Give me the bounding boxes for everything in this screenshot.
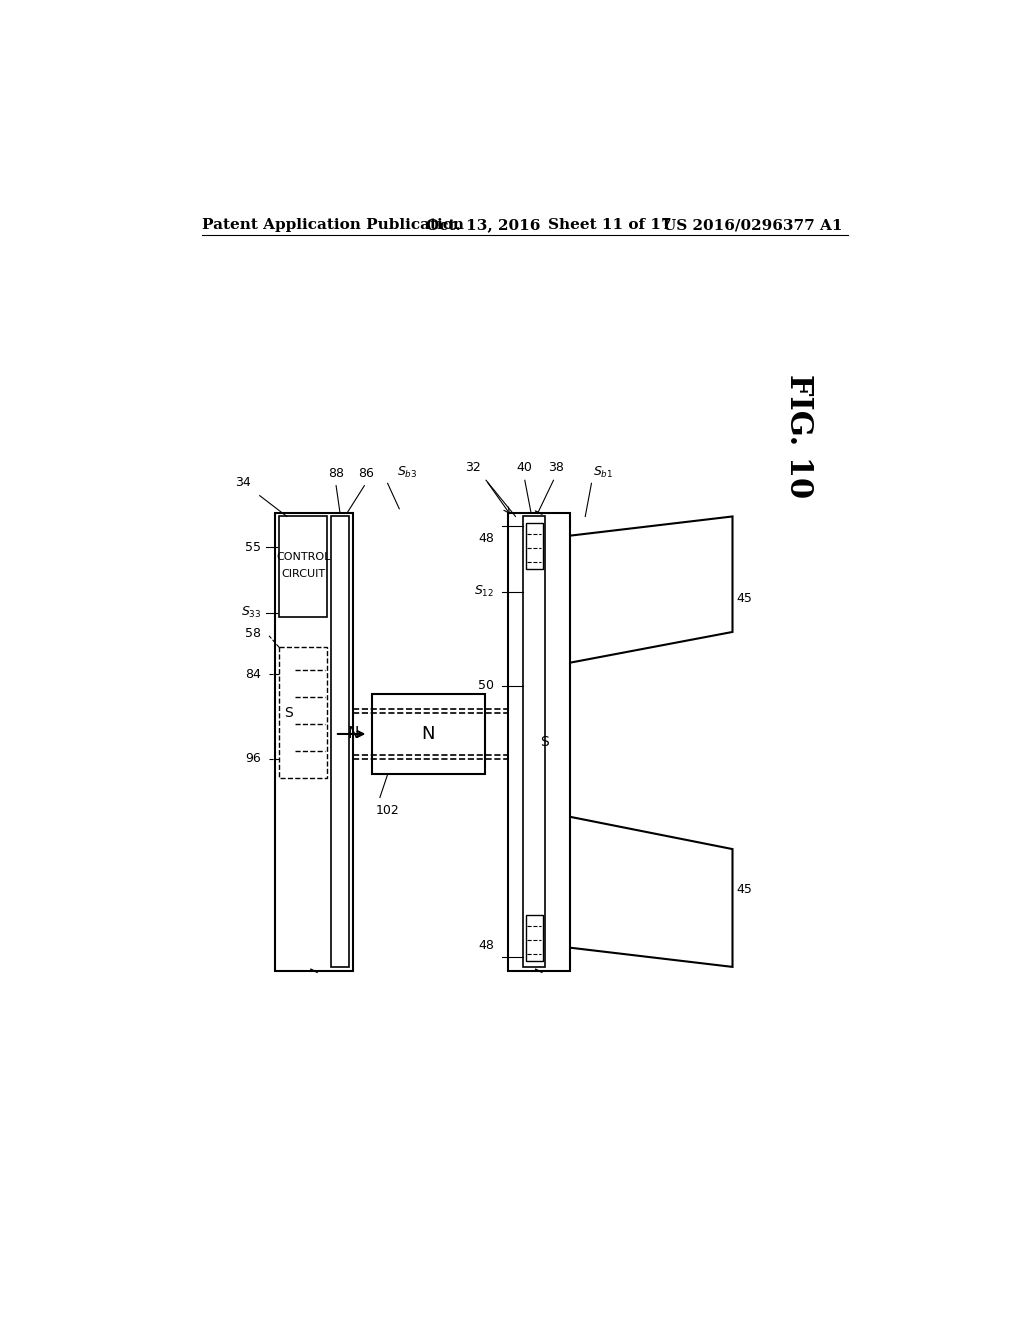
Text: 38: 38 [548, 461, 564, 474]
Bar [275, 512, 352, 970]
Text: $S_{12}$: $S_{12}$ [474, 585, 494, 599]
Text: Oct. 13, 2016: Oct. 13, 2016 [426, 218, 541, 232]
Bar [372, 693, 484, 775]
Bar [331, 516, 349, 966]
Polygon shape [569, 817, 732, 966]
Text: 32: 32 [465, 461, 480, 474]
Text: Sheet 11 of 17: Sheet 11 of 17 [548, 218, 672, 232]
Text: FIG. 10: FIG. 10 [783, 374, 814, 498]
Text: 102: 102 [376, 804, 399, 817]
Text: 84: 84 [246, 668, 261, 681]
Text: N: N [422, 725, 435, 743]
Text: S: S [284, 706, 293, 719]
Polygon shape [569, 516, 732, 663]
Text: 48: 48 [478, 532, 494, 545]
Text: N: N [347, 726, 358, 742]
Text: 45: 45 [736, 593, 753, 606]
Bar [525, 523, 543, 569]
Text: 55: 55 [246, 541, 261, 554]
Bar [523, 516, 545, 966]
Text: 40: 40 [517, 461, 532, 474]
Text: 50: 50 [478, 680, 494, 693]
Bar [280, 516, 328, 616]
Bar [525, 915, 543, 961]
Text: $S_{33}$: $S_{33}$ [241, 605, 261, 620]
Text: $S_{b1}$: $S_{b1}$ [593, 465, 613, 480]
Text: 88: 88 [328, 467, 344, 480]
Text: 45: 45 [736, 883, 753, 896]
Text: US 2016/0296377 A1: US 2016/0296377 A1 [663, 218, 843, 232]
Text: CIRCUIT: CIRCUIT [281, 569, 326, 579]
Text: Patent Application Publication: Patent Application Publication [202, 218, 464, 232]
Text: 34: 34 [234, 477, 251, 490]
Text: $S_{b3}$: $S_{b3}$ [397, 465, 417, 480]
Text: 86: 86 [358, 467, 374, 480]
Bar [280, 647, 328, 779]
Text: CONTROL: CONTROL [275, 552, 331, 562]
Bar [508, 512, 569, 970]
Text: 96: 96 [246, 752, 261, 766]
Text: S: S [541, 735, 549, 748]
Text: 48: 48 [478, 939, 494, 952]
Text: 58: 58 [246, 627, 261, 640]
